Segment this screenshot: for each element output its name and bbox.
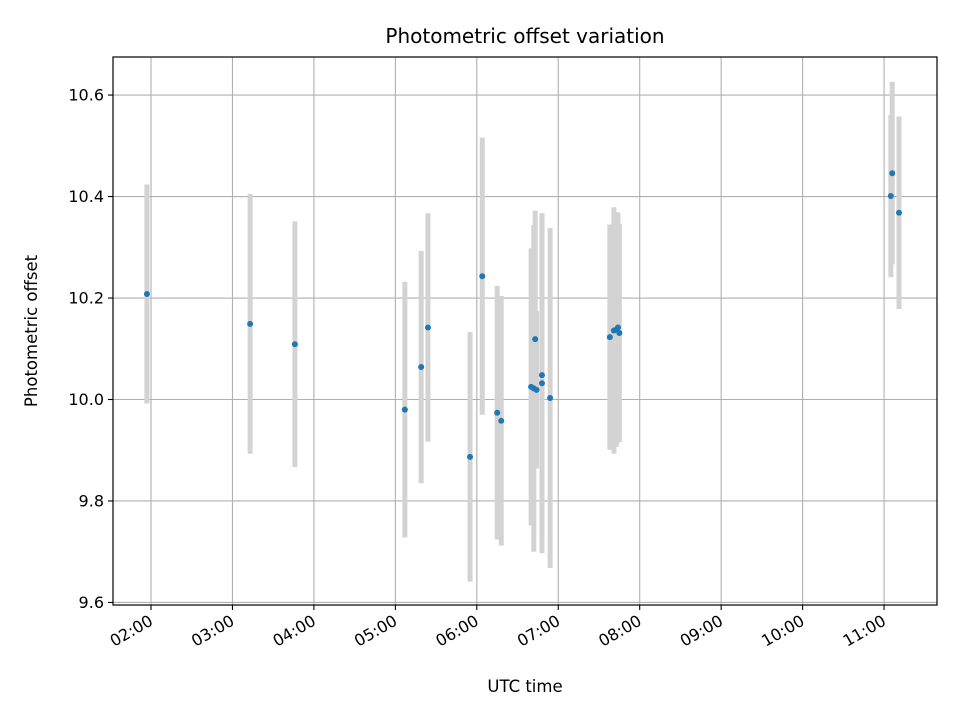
data-point: [533, 386, 540, 393]
data-point: [424, 324, 431, 331]
data-point: [247, 320, 254, 327]
data-point: [291, 341, 298, 348]
data-point: [889, 170, 896, 177]
grid-lines: [113, 57, 937, 605]
data-point: [887, 193, 894, 200]
data-point: [479, 273, 486, 280]
y-tick-label: 10.0: [68, 390, 104, 409]
y-tick-label: 10.2: [68, 289, 104, 308]
data-point: [143, 290, 150, 297]
plot-area: [113, 57, 937, 605]
data-point: [538, 380, 545, 387]
y-axis-ticks: 9.6 9.8 10.0 10.2 10.4 10.6: [68, 86, 113, 612]
data-point: [606, 334, 613, 341]
data-point: [538, 372, 545, 379]
data-point: [401, 406, 408, 413]
data-point: [532, 336, 539, 343]
y-tick-label: 9.8: [79, 491, 104, 510]
data-point: [895, 209, 902, 216]
data-points: [143, 170, 902, 460]
data-point: [494, 409, 501, 416]
plot-frame: [112, 56, 938, 606]
data-point: [418, 364, 425, 371]
y-tick-label: 10.6: [68, 86, 104, 105]
x-axis-label: UTC time: [487, 677, 562, 696]
y-axis-label: Photometric offset: [22, 254, 41, 407]
data-point: [616, 330, 623, 337]
data-point: [467, 453, 474, 460]
data-point: [547, 394, 554, 401]
y-tick-label: 9.6: [79, 593, 104, 612]
chart-title: Photometric offset variation: [385, 24, 664, 48]
y-tick-label: 10.4: [68, 187, 104, 206]
data-point: [498, 417, 505, 424]
data-point: [614, 324, 621, 331]
